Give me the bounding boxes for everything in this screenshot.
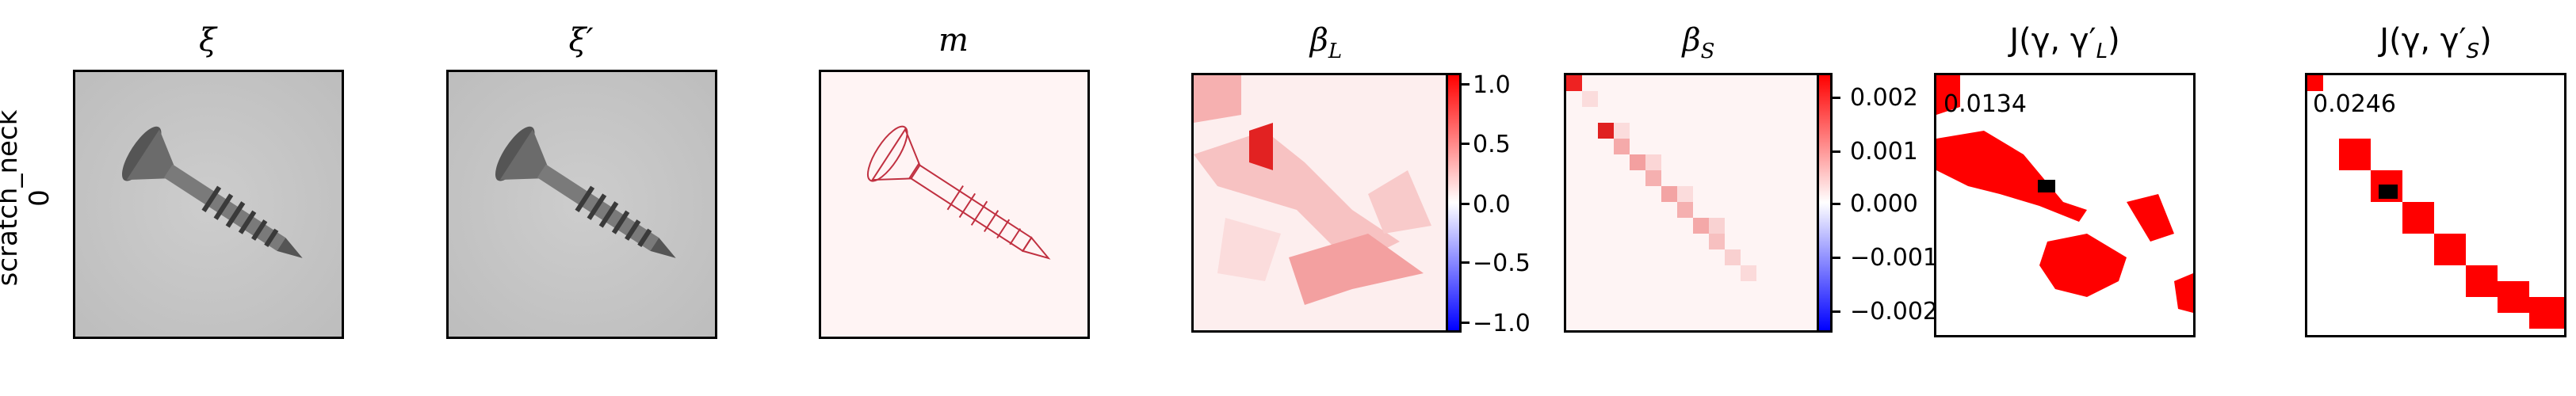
beta-l-tick-0: 1.0 (1473, 71, 1511, 99)
panel-beta-l-image (1191, 73, 1458, 333)
beta-l-symbol: β (1309, 22, 1328, 59)
j-l-title-prefix: J(γ, γ′ (2009, 22, 2096, 59)
beta-l-tick-mark (1462, 203, 1470, 205)
beta-s-tick-0: 0.002 (1850, 84, 1918, 112)
beta-s-tick-4: −0.002 (1850, 298, 1939, 326)
beta-s-symbol: β (1682, 22, 1701, 59)
beta-l-tick-3: −0.5 (1473, 249, 1531, 277)
panel-j-l-title: J(γ, γ′L) (1934, 22, 2196, 63)
panel-beta-s-image (1564, 73, 1825, 333)
j-s-score: 0.0246 (2313, 90, 2396, 118)
panel-xi-title: ξ (198, 22, 217, 59)
beta-l-tick-mark (1462, 143, 1470, 145)
beta-l-tick-4: −1.0 (1473, 310, 1531, 337)
beta-s-tick-1: 0.001 (1850, 138, 1918, 166)
screw-image-xi (75, 72, 342, 337)
beta-s-tick-3: −0.001 (1850, 244, 1939, 272)
row-label-class: scratch_neck (0, 109, 24, 287)
panel-j-l-image (1934, 73, 2196, 337)
screw-image-xi-prime (449, 72, 715, 337)
beta-l-tick-mark (1462, 83, 1470, 86)
beta-l-sub: L (1328, 40, 1343, 63)
beta-s-tick-mark (1833, 257, 1840, 259)
j-s-title-prefix: J(γ, γ′ (2379, 22, 2467, 59)
beta-l-tick-mark (1462, 261, 1470, 264)
beta-s-tick-mark (1833, 150, 1840, 153)
beta-s-colorbar (1817, 73, 1833, 333)
j-s-title-sub: S (2466, 40, 2480, 63)
panel-m-image (819, 70, 1090, 339)
beta-l-tick-1: 0.5 (1473, 131, 1511, 158)
panel-j-s-image (2305, 73, 2566, 337)
j-s-title-suffix: ) (2479, 22, 2492, 59)
beta-l-tick-mark (1462, 322, 1470, 324)
panel-xi-prime-title: ξ′ (568, 22, 594, 59)
panel-xi-prime-image (446, 70, 717, 339)
j-l-score: 0.0134 (1943, 90, 2027, 118)
beta-s-heatmap (1566, 75, 1823, 330)
j-l-title-suffix: ) (2108, 22, 2120, 59)
j-s-overlap-map (2307, 75, 2564, 335)
panel-beta-s-title: βS (1564, 22, 1833, 63)
beta-s-sub: S (1700, 40, 1715, 63)
beta-s-tick-2: 0.000 (1850, 190, 1918, 218)
j-l-title-sub: L (2096, 40, 2108, 63)
beta-s-tick-mark (1833, 97, 1840, 99)
mask-image-m (821, 72, 1087, 337)
beta-s-tick-mark (1833, 203, 1840, 205)
beta-l-heatmap (1194, 75, 1455, 330)
j-l-overlap-map (1936, 75, 2193, 335)
beta-l-colorbar (1446, 73, 1462, 333)
beta-s-tick-mark (1833, 310, 1840, 313)
panel-m-title: m (938, 22, 969, 59)
row-label-index: 0 (24, 189, 55, 207)
panel-xi-image (73, 70, 344, 339)
panel-j-s-title: J(γ, γ′S) (2305, 22, 2566, 63)
beta-l-tick-2: 0.0 (1473, 191, 1511, 219)
panel-beta-l-title: βL (1191, 22, 1461, 63)
row-label: scratch_neck 0 (0, 71, 55, 325)
